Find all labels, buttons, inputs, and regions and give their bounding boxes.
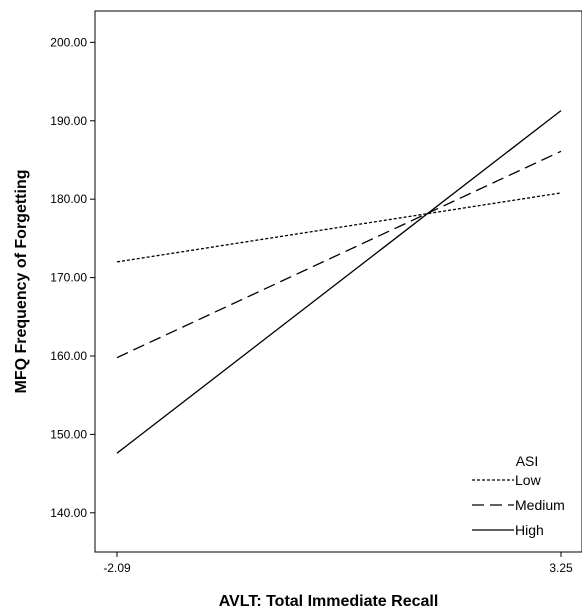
y-tick-label: 180.00	[50, 192, 87, 206]
y-tick-label: 190.00	[50, 114, 87, 128]
legend: ASI Low Medium High	[472, 453, 565, 538]
x-tick-label: 3.25	[549, 561, 573, 575]
y-tick-label: 140.00	[50, 506, 87, 520]
y-tick-label: 200.00	[50, 35, 87, 49]
y-tick-label: 150.00	[50, 427, 87, 441]
x-axis-ticks: -2.09 3.25	[103, 552, 573, 575]
y-axis-title: MFQ Frequency of Forgetting	[13, 170, 30, 394]
series-line-low	[116, 192, 562, 263]
legend-label-low: Low	[515, 472, 542, 488]
x-axis-title: AVLT: Total Immediate Recall	[219, 593, 439, 610]
legend-label-high: High	[515, 522, 544, 538]
y-tick-label: 170.00	[50, 271, 87, 285]
plot-area-frame	[94, 10, 582, 553]
series-line-medium	[116, 150, 562, 359]
series-lines	[116, 110, 562, 454]
legend-label-medium: Medium	[515, 497, 565, 513]
x-tick-label: -2.09	[103, 561, 131, 575]
legend-title: ASI	[516, 453, 539, 469]
y-tick-label: 160.00	[50, 349, 87, 363]
y-axis-ticks: 140.00 150.00 160.00 170.00 180.00 190.00 200.…	[50, 35, 95, 520]
series-line-high	[116, 110, 562, 454]
